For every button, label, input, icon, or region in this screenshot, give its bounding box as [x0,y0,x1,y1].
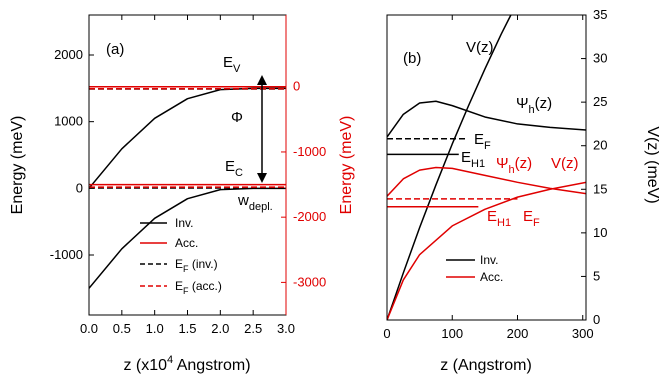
panel-a-series-inv [89,87,286,189]
psi-red-label: Ψh(z) [496,155,532,176]
phi-label: Φ [231,109,243,126]
legend-b-label-inv: Inv. [480,253,498,267]
panel-b-frame [386,14,587,321]
legend-item-acc: Acc. [140,236,198,250]
ev-label: EV [223,54,241,75]
panel-b-series [387,15,586,320]
ef-black-label: EF [474,131,491,152]
legend-label-ef-inv: EF (inv.) [175,257,218,274]
legend-b-item-acc: Acc. [446,270,503,284]
psi-black-label: Ψh(z) [516,95,552,116]
panel-b-y-right-tick-label: 25 [593,94,607,109]
panel-a-x-tick-label: 1.5 [178,321,196,336]
panel-a-y-right-tick-label: -3000 [293,274,326,289]
panel-a-series [89,85,286,289]
panel-a-x-tick-label: 2.0 [211,321,229,336]
panel-b-x-tick-label: 100 [441,326,463,341]
panel-b-series-inv-v-z [387,15,512,320]
panel-b-series-inv-h-z [387,100,586,138]
legend-item-inv: Inv. [140,216,193,230]
panel-b-ylabel-right: V(z) (meV) [644,126,659,203]
vz-black-label: V(z) [466,39,494,56]
panel-a: 0.0 0.5 1.0 1.5 2.0 2.5 3.0 -1000 0 1000 2000 -3000… [9,14,355,374]
panel-a-ylabel-left: Energy (meV) [9,116,26,215]
panel-a-y-right-tick-label: -2000 [293,209,326,224]
panel-b-series-acc-v-z [387,181,586,320]
panel-a-y-right-tick-label: -1000 [293,144,326,159]
panel-b-y-right-tick-label: 35 [593,7,607,22]
panel-a-x-tick-label: 2.5 [244,321,262,336]
legend-b-item-inv: Inv. [446,253,498,267]
panel-b-legend: Inv. Acc. [446,253,503,284]
panel-b-y-right-tick-label: 15 [593,181,607,196]
panel-b-y-right-tick-label: 20 [593,138,607,153]
panel-a-y-left-tick-label: 1000 [54,114,83,129]
panel-a-x-tick-label: 3.0 [277,321,295,336]
panel-a-y-left-tick-label: -1000 [50,247,83,262]
panel-b-y-right-tick-label: 5 [593,268,600,283]
panel-a-xlabel: z (x104 Angstrom) [123,354,250,374]
ef-red-label: EF [523,208,540,229]
panel-a-y-left-tick-label: 2000 [54,47,83,62]
panel-a-y-left-tick-label: 0 [76,180,83,195]
legend-label-inv: Inv. [175,216,193,230]
panel-a-x-tick-label: 0.0 [80,321,98,336]
panel-a-ylabel-right: Energy (meV) [338,116,355,215]
panel-b-y-right-tick-label: 10 [593,225,607,240]
legend-item-ef-acc: EF (acc.) [140,279,222,296]
vz-red-label: V(z) [551,155,579,172]
eh1-red-label: EH1 [487,208,511,229]
legend-b-label-acc: Acc. [480,270,503,284]
legend-label-ef-acc: EF (acc.) [175,279,222,296]
panel-a-legend: Inv. Acc. EF (inv.) EF (acc.) [140,216,222,296]
wdepl-label: wdepl. [237,192,273,213]
panel-b-xlabel: z (Angstrom) [440,357,532,374]
panel-a-x-tick-label: 1.0 [146,321,164,336]
panel-b-x-tick-label: 0 [383,326,390,341]
legend-item-ef-inv: EF (inv.) [140,257,218,274]
legend-label-acc: Acc. [175,236,198,250]
panel-b-y-right-tick-label: 30 [593,51,607,66]
panel-b-x-tick-label: 300 [572,326,594,341]
panel-b-x-tick-label: 200 [507,326,529,341]
panel-b-y-right-tick-label: 0 [593,312,600,327]
ec-label: EC [225,158,243,179]
panel-a-x-tick-label: 0.5 [113,321,131,336]
eh1-black-label: EH1 [461,149,485,170]
panel-b-tag: (b) [403,50,421,67]
panel-a-y-right-tick-label: 0 [293,79,300,94]
panel-a-tag: (a) [106,41,124,58]
panel-b-series-acc-h-z [387,166,586,197]
